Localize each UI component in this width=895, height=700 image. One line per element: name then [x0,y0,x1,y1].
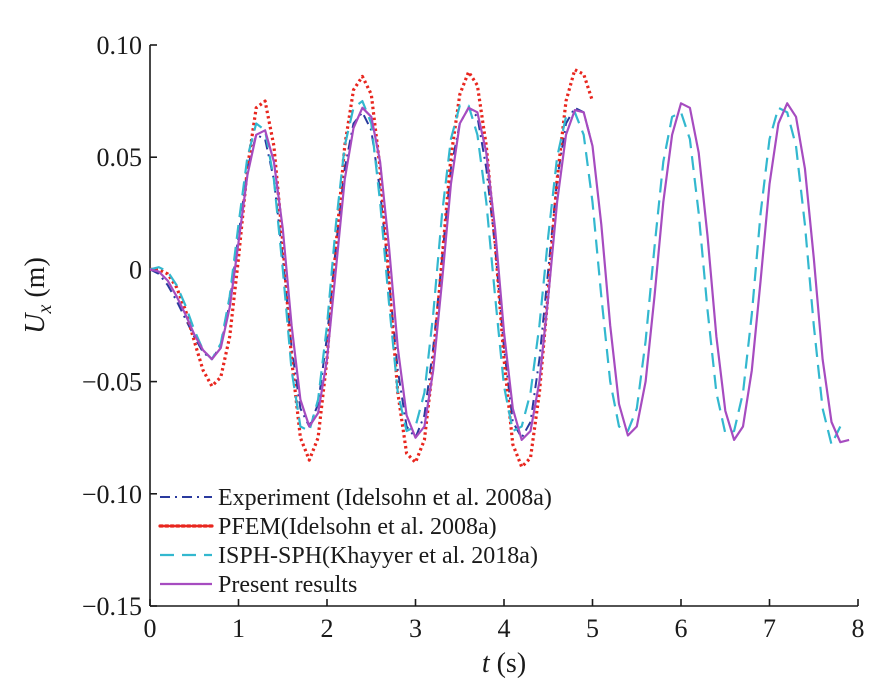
legend-label: PFEM(Idelsohn et al. 2008a) [218,514,497,540]
y-tick-label: −0.05 [82,368,142,397]
legend-label: Experiment (Idelsohn et al. 2008a) [218,485,552,511]
y-tick-label: 0.05 [97,143,143,172]
x-axis-title: t (s) [482,648,526,679]
legend-label: Present results [218,572,357,598]
y-axis-unit: (m) [20,257,51,304]
y-axis-title: Ux (m) [20,257,56,334]
y-axis-symbol: U [20,312,51,334]
y-tick-label: −0.10 [82,480,142,509]
series-line-dash-dot [149,106,594,439]
x-tick-label: 4 [498,614,511,643]
x-axis-unit: (s) [490,648,527,679]
x-tick-label: 1 [232,614,245,643]
series-group [149,68,850,469]
x-tick-label: 2 [321,614,334,643]
series-line-dashed [149,99,842,446]
x-axis-symbol: t [482,648,491,679]
x-tick-label: 6 [675,614,688,643]
legend: Experiment (Idelsohn et al. 2008a) PFEM(I… [158,485,552,598]
x-tick-label: 0 [144,614,157,643]
y-tick-label: −0.15 [82,592,142,621]
axes: −0.15 −0.10 −0.05 0 0.05 0.10 0 1 2 3 4 5 6 7 8 [82,31,865,643]
y-axis-subscript: x [34,305,56,315]
legend-label: ISPH-SPH(Khayyer et al. 2018a) [218,543,538,569]
series-line-dotted [150,68,595,469]
y-tick-label: 0.10 [97,31,143,60]
x-tick-label: 3 [409,614,422,643]
series-line-solid [149,102,850,444]
x-tick-label: 7 [763,614,776,643]
y-tick-label: 0 [129,255,142,284]
x-tick-label: 5 [586,614,599,643]
x-tick-label: 8 [852,614,865,643]
